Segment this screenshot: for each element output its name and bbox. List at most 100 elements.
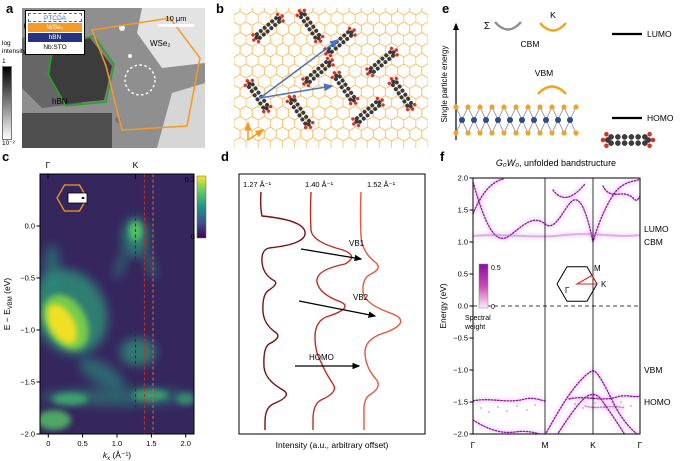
y-tick-label: −1.5 xyxy=(20,378,35,387)
y-title-unit: (eV) xyxy=(2,278,12,297)
vb1-arrow xyxy=(300,248,363,262)
cbm-label: CBM xyxy=(521,39,540,49)
y-tick-label: −0.5 xyxy=(453,334,468,343)
x-tick-label: 1.5 xyxy=(146,439,156,448)
sw-min-label: 0 xyxy=(491,304,495,311)
x-tick-label: 2.0 xyxy=(180,439,190,448)
vb2-arrow xyxy=(298,300,377,318)
panel-label-a: a xyxy=(6,1,14,16)
homo-scatter-dots xyxy=(480,401,632,413)
colorbar-gradient xyxy=(2,66,12,140)
homo-annotation: HOMO xyxy=(309,353,334,362)
y-tick-label: −0.5 xyxy=(20,274,35,283)
edc-panel: 1.27 Å⁻¹ 1.40 Å⁻¹ 1.52 Å⁻¹ VB1 VB2 HOMO … xyxy=(238,173,426,450)
energy-level-schematic: Single particle energy Σ K CBM LUMO VBM … xyxy=(440,10,674,149)
title-math: G₀W₀ xyxy=(496,158,519,168)
k-point-label: K xyxy=(133,160,139,170)
wse2-crystal-side-view xyxy=(453,104,579,136)
vbm-label: VBM xyxy=(535,68,553,78)
y-axis-ticks xyxy=(469,177,473,435)
vbm-band xyxy=(537,85,567,95)
substrate-direction-arrows xyxy=(244,121,265,141)
curve-label-1-40: 1.40 Å⁻¹ xyxy=(305,180,334,189)
curve-label-1-52: 1.52 Å⁻¹ xyxy=(367,180,396,189)
gamma-point-label: Γ xyxy=(46,160,51,170)
panel-label-d: d xyxy=(221,149,229,164)
y-title-main: E − E xyxy=(2,309,12,330)
kpath-k: K xyxy=(590,440,596,450)
homo-label: HOMO xyxy=(647,113,674,123)
x-tick-label: 1.0 xyxy=(112,439,122,448)
y-tick-label: 1.5 xyxy=(458,206,468,215)
y-tick-label: 0.0 xyxy=(25,222,35,231)
x-axis-title: Intensity (a.u., arbitrary offset) xyxy=(276,440,389,450)
y-tick-label: −1.5 xyxy=(453,398,468,407)
stack-layer-hbn: hBN xyxy=(28,33,82,42)
scale-bar xyxy=(158,24,194,27)
superstructure-lattice-vectors xyxy=(259,39,340,99)
homo-level-label: HOMO xyxy=(644,397,671,407)
ptcda-molecule-schematic xyxy=(600,131,656,149)
y-tick-label: 0.0 xyxy=(458,302,468,311)
curve-label-1-27: 1.27 Å⁻¹ xyxy=(243,180,272,189)
colorbar-min: 0 xyxy=(191,232,195,241)
ptcda-molecular-lattice xyxy=(234,8,428,148)
panel-label-b: b xyxy=(216,1,224,16)
bz-k-label: K xyxy=(601,280,607,289)
kpath-gamma-right: Γ xyxy=(638,440,643,450)
lumo-level-label: LUMO xyxy=(644,224,669,234)
wse2-region-label: WSe₂ xyxy=(150,39,170,48)
bz-gamma-label: Γ xyxy=(565,286,570,295)
y-axis-title: Energy (eV) xyxy=(438,283,448,329)
kpath-gamma-left: Γ xyxy=(471,440,476,450)
edc-cut-lines xyxy=(134,174,154,434)
hbn-region-label: hBN xyxy=(52,97,68,106)
spectral-weight-colorbar: 0.5 0 Spectral weight xyxy=(464,263,501,331)
measurement-spot-circle xyxy=(124,64,156,96)
y-tick-label: −2.0 xyxy=(20,430,35,439)
energy-axis-label: Single particle energy xyxy=(440,46,449,123)
sigma-valley-label: Σ xyxy=(484,21,490,32)
vb2-annotation: VB2 xyxy=(353,293,369,302)
x-title-unit: (Å⁻¹) xyxy=(110,450,131,460)
y-title-subscript: VBM xyxy=(8,296,14,309)
panel-f-title: G₀W₀, unfolded bandstructure xyxy=(496,158,616,168)
stack-layer-ptcda: PTCDA xyxy=(28,13,82,22)
arpes-heatmap xyxy=(40,174,194,434)
y-tick-label: −1.0 xyxy=(20,326,35,335)
y-tick-label: 1.0 xyxy=(458,238,468,247)
arpes-band-map: Γ K 0.0 −0.5 −1.0 −1.5 −2.0 0 0.5 1.0 1.… xyxy=(2,160,207,461)
bz-m-label: M xyxy=(594,264,601,273)
k-valley-label: K xyxy=(550,10,556,20)
panel-label-f: f xyxy=(440,149,445,164)
colorbar-title-line1: log xyxy=(2,40,11,47)
bz-inset xyxy=(56,184,88,212)
y-axis-ticks xyxy=(36,225,40,435)
bz-inset: M K Γ xyxy=(556,264,607,302)
edc-curve-1-52 xyxy=(359,191,402,430)
lumo-label: LUMO xyxy=(647,29,672,39)
x-tick-label: 0 xyxy=(46,439,50,448)
scale-bar-label: 10 μm xyxy=(166,14,187,23)
title-rest: , unfolded bandstructure xyxy=(519,158,616,168)
y-tick-label: −1.0 xyxy=(453,366,468,375)
panel-label-e: e xyxy=(442,1,450,16)
micrograph-colorbar: log intensity 1 10⁻² xyxy=(2,40,36,148)
colorbar-max-label: 1 xyxy=(2,58,6,65)
wse2-flake-outline xyxy=(90,17,201,131)
y-tick-label: 2.0 xyxy=(458,174,468,183)
stack-layer-substrate: Nb:STO xyxy=(28,43,82,53)
stack-layer-wse2: WSe₂ xyxy=(28,23,82,32)
kpath-m: M xyxy=(541,440,548,450)
colorbar-title-line2: intensity xyxy=(2,48,26,55)
x-axis-ticks xyxy=(47,434,187,438)
k-valley-band xyxy=(539,22,567,32)
x-tick-label: 0.5 xyxy=(77,439,87,448)
sw-title-line2: weight xyxy=(464,324,485,331)
y-tick-label: 0.5 xyxy=(458,270,468,279)
vbm-level-label: VBM xyxy=(644,365,662,375)
edc-curve-1-27 xyxy=(259,191,306,430)
vb1-annotation: VB1 xyxy=(349,239,365,248)
x-title-k: k xyxy=(103,450,108,460)
